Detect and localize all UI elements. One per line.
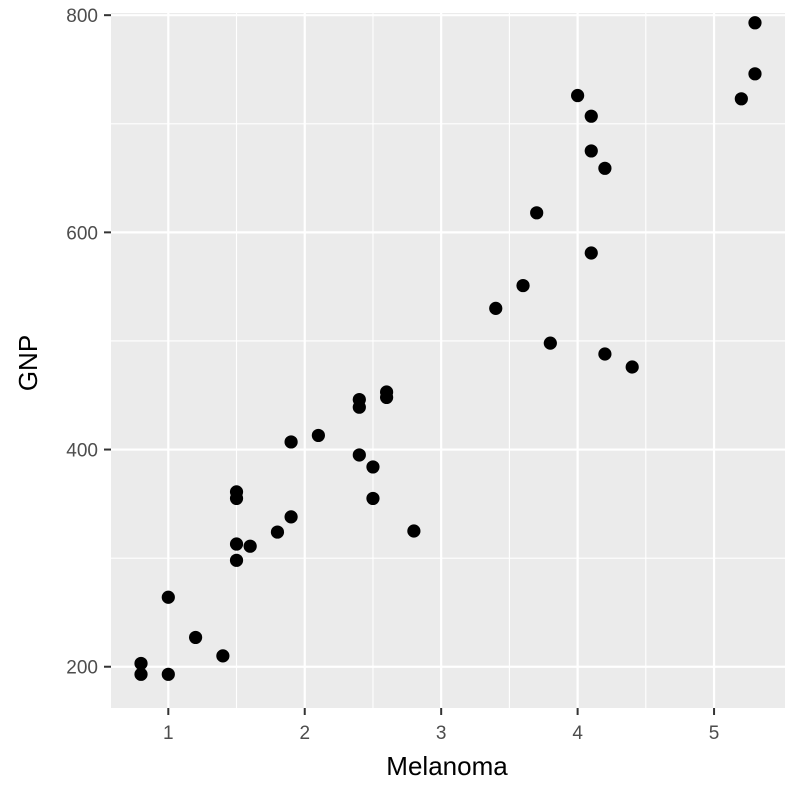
x-tick-label: 5 — [709, 723, 720, 744]
data-point — [352, 448, 366, 462]
data-point — [366, 460, 380, 474]
data-point — [516, 278, 530, 293]
data-point — [216, 649, 230, 663]
x-tick-label: 1 — [163, 723, 174, 744]
data-point — [598, 347, 612, 361]
data-point — [489, 301, 503, 315]
y-tick-label: 400 — [66, 441, 98, 462]
data-point — [380, 390, 394, 405]
data-point — [366, 491, 380, 506]
x-tick-label: 3 — [436, 723, 447, 744]
data-point — [229, 537, 244, 551]
x-tick-label: 4 — [572, 723, 583, 744]
data-point — [748, 16, 762, 30]
y-axis-title: GNP — [13, 335, 43, 391]
y-tick-label: 800 — [66, 6, 98, 27]
data-point — [584, 246, 598, 260]
data-point — [352, 400, 366, 414]
major-gridlines — [111, 13, 785, 708]
x-tick-label: 2 — [299, 723, 310, 744]
y-axis-ticks: 200 400 600 800 — [66, 6, 111, 679]
data-point — [748, 67, 762, 81]
data-point — [229, 491, 244, 506]
data-point — [734, 92, 748, 106]
data-point — [161, 667, 175, 681]
data-point — [407, 524, 421, 538]
data-point — [584, 144, 598, 158]
data-point — [188, 630, 203, 645]
data-point — [243, 539, 257, 553]
data-point — [134, 667, 148, 681]
data-point — [598, 161, 612, 175]
minor-gridlines — [111, 13, 785, 708]
data-point — [571, 88, 585, 103]
y-tick-label: 600 — [66, 223, 98, 244]
data-point — [284, 435, 298, 449]
data-points — [134, 16, 762, 681]
x-axis-ticks: 1 2 3 4 5 — [163, 708, 719, 744]
y-tick-label: 200 — [66, 658, 98, 679]
x-axis-title: Melanoma — [386, 751, 508, 781]
data-point — [530, 206, 544, 220]
data-point — [625, 360, 639, 374]
data-point — [584, 109, 598, 123]
data-point — [134, 656, 148, 671]
data-point — [161, 590, 175, 604]
data-point — [270, 525, 285, 539]
data-point — [311, 428, 325, 443]
data-point — [284, 510, 298, 524]
data-point — [229, 553, 244, 567]
data-point — [543, 336, 557, 350]
plot-panel — [111, 13, 785, 708]
